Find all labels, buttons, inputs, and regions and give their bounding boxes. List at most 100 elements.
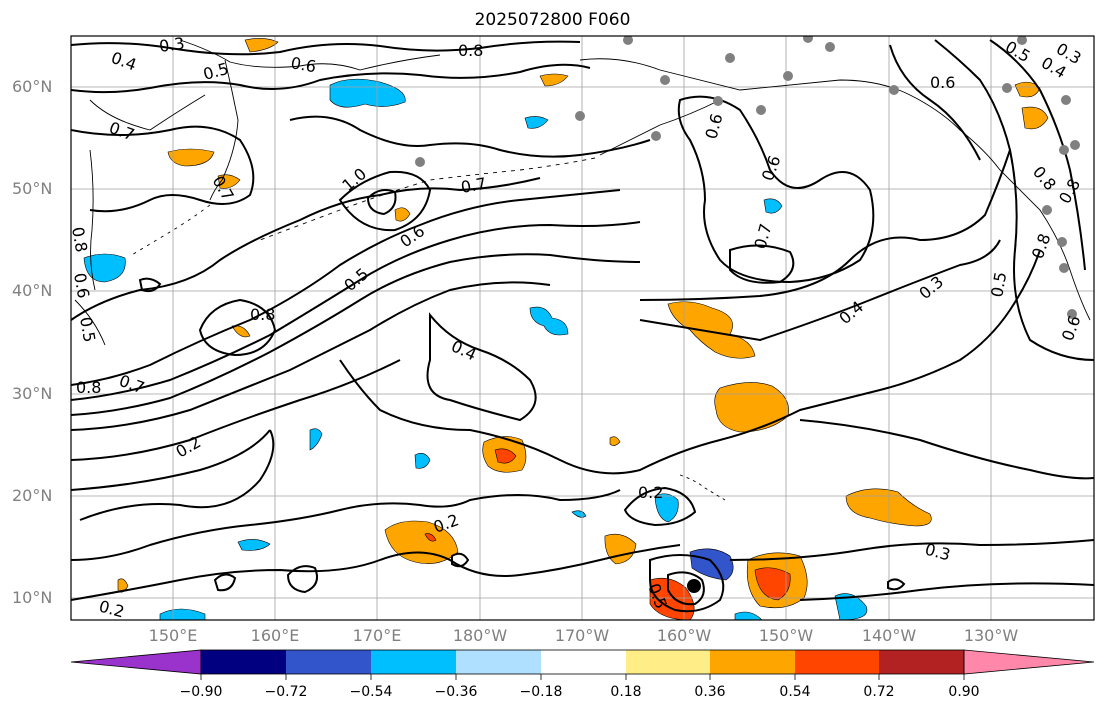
contour-label: 0.8: [458, 41, 483, 60]
lon-label: 130°W: [963, 626, 1019, 645]
contour-label: 0.6: [289, 53, 317, 76]
anomaly-blob: [571, 510, 587, 518]
anomaly-blob: [734, 611, 763, 620]
map-area: 0.3 0.4 0.5 0.6 0.7 0.8 0.6 0.5 0.6 0.7 …: [71, 34, 1094, 622]
contour-line: [799, 582, 1094, 601]
contour-line: [138, 277, 162, 293]
contour-label: 0.2: [97, 597, 127, 622]
contour-label: 0.5: [987, 270, 1010, 298]
contour-line: [339, 249, 1041, 475]
sakhalin-coast: [89, 149, 96, 291]
colorbar-segment: [541, 650, 626, 674]
colorbar-tick-label: −0.18: [519, 684, 563, 700]
colorbar-segment: [626, 650, 710, 674]
kamchatka-coast: [209, 59, 239, 201]
anomaly-blob: [609, 436, 621, 446]
contour-line: [667, 571, 705, 606]
colorbar-segment: [879, 650, 964, 674]
colorbar-tick-label: −0.36: [434, 684, 478, 700]
lat-label: 50°N: [12, 179, 53, 198]
contour-label: 0.7: [459, 174, 487, 197]
siberia-coast: [179, 39, 441, 71]
map-frame: [70, 35, 1095, 621]
anomaly-blob: [494, 448, 517, 464]
colorbar-tick-label: −0.54: [349, 684, 393, 700]
contour-line: [71, 429, 271, 491]
anomaly-blob: [714, 382, 789, 433]
anomaly-blob: [424, 533, 437, 542]
contour-line: [989, 39, 1086, 271]
kuril-islands: [129, 204, 211, 257]
shaded-anomalies: [83, 38, 1049, 620]
anomaly-blob: [414, 453, 431, 469]
anomaly-blob: [654, 493, 679, 523]
colorbar-tick-label: 0.36: [694, 684, 726, 700]
anomaly-blob: [394, 207, 411, 222]
alaska-coast: [579, 58, 1091, 321]
lon-label: 150°E: [148, 626, 198, 645]
colorbar-tick-label: 0.18: [610, 684, 642, 700]
lon-label: 180°W: [452, 626, 508, 645]
contour-line: [71, 253, 641, 416]
hawaii-islands: [679, 474, 726, 501]
lon-label: 160°W: [656, 626, 712, 645]
anomaly-blob: [231, 325, 251, 338]
contour-line: [639, 149, 1011, 301]
colorbar-tick-label: −0.90: [179, 684, 223, 700]
anomaly-blob: [529, 306, 569, 336]
lon-label: 170°W: [554, 626, 610, 645]
contour-label: 0.3: [158, 34, 186, 56]
contour-line: [71, 63, 591, 94]
contour-line: [799, 419, 1094, 480]
contour-line: [366, 189, 397, 216]
contour-line: [71, 177, 541, 321]
lat-label: 60°N: [12, 77, 53, 96]
coastlines: [74, 39, 1091, 501]
contour-label: 0.6: [930, 73, 955, 92]
contour-line: [71, 359, 401, 461]
colorbar-tick-label: −0.72: [264, 684, 308, 700]
contour-line: [451, 552, 470, 568]
colorbar-segment: [795, 650, 879, 674]
contour-line: [71, 221, 641, 401]
anomaly-blob: [237, 539, 271, 551]
japan-coast: [74, 299, 106, 346]
colorbar-min-extension: [70, 649, 202, 675]
alaska-peninsula: [599, 99, 721, 156]
contour-line: [649, 554, 725, 613]
colorbar-segment: [456, 650, 541, 674]
anomaly-blob: [649, 577, 695, 620]
contour-line: [729, 539, 1094, 561]
contour-line: [71, 40, 581, 56]
low-center-marker: [687, 579, 701, 593]
lat-label: 30°N: [12, 384, 53, 403]
contour-line: [289, 115, 651, 158]
contour-line: [71, 189, 621, 386]
contour-line: [639, 239, 1001, 342]
colorbar: [70, 649, 1095, 680]
station-markers: [415, 36, 1080, 319]
lat-label: 20°N: [12, 486, 53, 505]
lon-label: 160°E: [250, 626, 300, 645]
anomaly-blob: [1021, 106, 1049, 130]
contour-label: 0.8: [76, 378, 101, 397]
anomaly-blob: [763, 198, 783, 214]
contour-line: [729, 244, 795, 284]
contour-line: [426, 312, 537, 422]
colorbar-segment: [201, 650, 286, 674]
anomaly-blob: [217, 174, 241, 189]
anomaly-blob: [159, 608, 206, 620]
graticule: [71, 36, 1094, 620]
contour-line: [889, 44, 981, 161]
anomaly-blob: [329, 78, 406, 108]
anomaly-blob: [667, 301, 756, 359]
anomaly-blob: [539, 73, 569, 87]
lat-label: 40°N: [12, 281, 53, 300]
anomaly-blob: [244, 38, 279, 53]
okhotsk-coast: [89, 94, 206, 131]
contour-line: [71, 489, 621, 561]
aleutians: [259, 157, 596, 241]
colorbar-max-extension: [963, 649, 1095, 675]
contour-line: [887, 578, 906, 591]
